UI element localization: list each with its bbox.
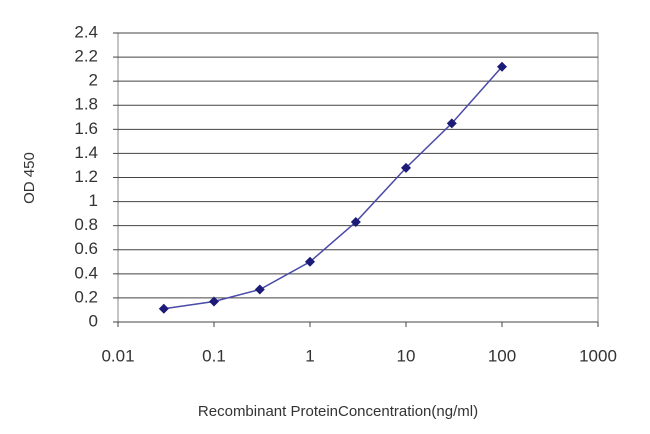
data-point — [254, 284, 265, 295]
x-tick-label: 0.1 — [202, 346, 226, 365]
data-point — [350, 217, 361, 228]
data-point — [305, 256, 315, 267]
x-tick-label: 100 — [488, 346, 516, 365]
data-point — [497, 61, 507, 72]
y-tick-label: 0 — [89, 311, 98, 330]
y-tick-label: 1 — [89, 191, 98, 210]
y-tick-label: 1.2 — [74, 167, 98, 186]
x-tick-label: 0.01 — [101, 346, 134, 365]
y-tick-label: 2 — [89, 71, 98, 90]
data-point — [158, 303, 169, 314]
y-axis-label: OD 450 — [21, 152, 38, 204]
x-tick-label: 1 — [305, 346, 314, 365]
x-tick-label: 10 — [397, 346, 416, 365]
series-line — [163, 66, 503, 310]
y-tick-label: 0.8 — [74, 215, 98, 234]
data-point — [401, 162, 411, 173]
x-axis-label: Recombinant ProteinConcentration(ng/ml) — [198, 403, 478, 420]
y-tick-label: 0.6 — [74, 239, 98, 258]
data-point — [209, 296, 219, 307]
y-tick-label: 1.6 — [74, 119, 98, 138]
y-tick-label: 1.4 — [74, 143, 98, 162]
y-tick-label: 0.4 — [74, 263, 98, 282]
x-tick-label: 1000 — [579, 346, 617, 365]
y-tick-label: 2.4 — [74, 22, 98, 41]
y-tick-label: 2.2 — [74, 47, 98, 66]
data-point — [446, 118, 457, 129]
y-tick-label: 1.8 — [74, 95, 98, 114]
y-tick-label: 0.2 — [74, 287, 98, 306]
